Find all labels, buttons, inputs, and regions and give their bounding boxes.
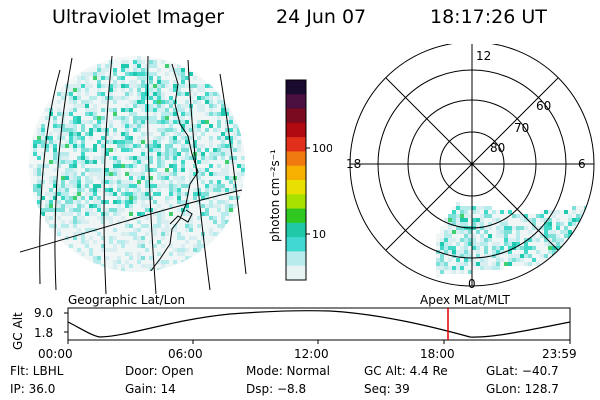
altitude-xtick-0: 00:00 [38,347,73,361]
polar-emission-pixels [436,202,592,278]
altitude-ylabel: GC Alt [11,312,25,350]
altitude-ytick-high: 9.0 [34,306,53,320]
gc-alt-info: GC Alt: 4.4 Re [364,364,448,378]
dsp-info: Dsp: −8.8 [246,382,307,396]
colorbar: 100 10 photon cm⁻²s⁻¹ [268,79,332,281]
altitude-frame [67,307,571,341]
colorbar-swatch [286,122,306,138]
mode-info: Mode: Normal [246,364,330,378]
instrument-title: Ultraviolet Imager [52,6,225,28]
colorbar-swatches [286,80,306,281]
geo-panel-label: Geographic Lat/Lon [68,293,186,307]
geo-coastline [149,63,199,272]
colorbar-swatch [286,151,306,167]
altitude-ytick-low: 1.8 [34,326,53,340]
time-label: 18:17:26 UT [430,6,547,28]
colorbar-swatch [286,222,306,238]
colorbar-swatch [286,251,306,267]
geographic-image [20,55,247,294]
lat-ring-60: 60 [536,99,551,113]
colorbar-tick-100: 100 [312,142,332,155]
altitude-xtick-3: 18:00 [420,347,455,361]
colorbar-swatch [286,94,306,110]
altitude-xtick-4: 23:59 [542,347,577,361]
polar-panel-label: Apex MLat/MLT [420,293,510,307]
lat-ring-80: 80 [490,141,505,155]
colorbar-swatch [286,180,306,195]
colorbar-swatch [286,108,306,124]
mlt-label-6: 6 [578,157,586,171]
colorbar-frame [285,79,307,281]
colorbar-tick-10: 10 [312,228,326,241]
mlt-label-12: 12 [476,49,491,63]
colorbar-swatch [286,208,306,224]
glon-info: GLon: 128.7 [486,382,559,396]
filter-info: Flt: LBHL [10,364,64,378]
mlt-label-18: 18 [346,157,361,171]
colorbar-swatch [286,265,306,281]
lat-ring-70: 70 [514,121,529,135]
date-label: 24 Jun 07 [276,6,367,28]
polar-grid [349,44,595,287]
altitude-plot: GC Alt 9.0 1.8 00:00 06:00 12:00 18:00 2… [11,306,577,361]
colorbar-swatch [286,80,306,95]
colorbar-unit-label: photon cm⁻²s⁻¹ [268,149,282,242]
colorbar-swatch [286,165,306,181]
door-info: Door: Open [125,364,194,378]
geo-grid-lines [20,55,247,294]
ip-info: IP: 36.0 [10,382,56,396]
altitude-xtick-1: 06:00 [168,347,203,361]
colorbar-swatch [286,237,306,252]
seq-info: Seq: 39 [364,382,410,396]
glat-info: GLat: −40.7 [486,364,559,378]
colorbar-swatch [286,137,306,152]
mlt-label-0: 0 [468,277,476,291]
colorbar-swatch [286,194,306,210]
polar-plot: 12 18 6 0 60 70 80 [346,44,595,291]
altitude-xtick-2: 12:00 [294,347,329,361]
gain-info: Gain: 14 [125,382,176,396]
altitude-curve [67,310,571,338]
geo-emission-pixels [29,56,245,272]
